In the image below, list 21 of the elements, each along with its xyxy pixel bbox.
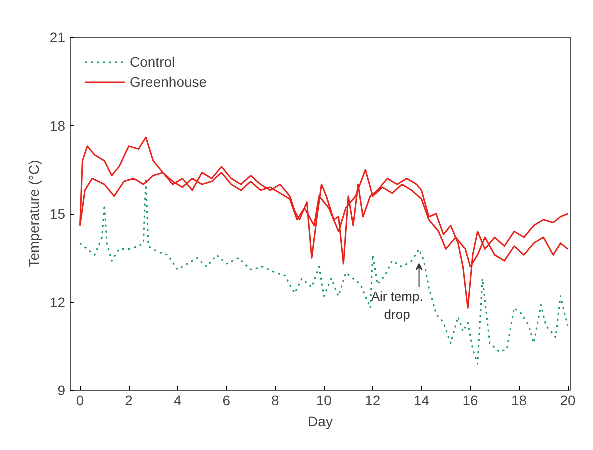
legend-label: Greenhouse — [130, 74, 208, 90]
y-tick-label: 12 — [50, 294, 66, 310]
x-tick-label: 4 — [174, 392, 182, 408]
x-tick-label: 18 — [511, 392, 528, 408]
legend-label: Control — [130, 54, 176, 70]
y-tick-label: 21 — [50, 30, 66, 46]
x-tick-label: 8 — [271, 392, 280, 408]
x-tick-label: 6 — [222, 392, 231, 408]
x-tick-label: 2 — [125, 392, 134, 408]
x-axis-title: Day — [308, 414, 333, 430]
x-tick-label: 20 — [560, 392, 576, 408]
y-tick-label: 9 — [58, 382, 66, 398]
x-tick-label: 16 — [462, 392, 478, 408]
y-tick-label: 18 — [50, 118, 66, 134]
y-tick-label: 15 — [50, 206, 66, 222]
annotation: Air temp. drop — [371, 289, 424, 322]
x-tick-label: 12 — [365, 392, 381, 408]
x-tick-label: 10 — [316, 392, 332, 408]
x-tick-label: 14 — [414, 392, 430, 408]
y-axis-title: Temperature (°C) — [26, 160, 42, 268]
x-tick-label: 0 — [76, 392, 84, 408]
